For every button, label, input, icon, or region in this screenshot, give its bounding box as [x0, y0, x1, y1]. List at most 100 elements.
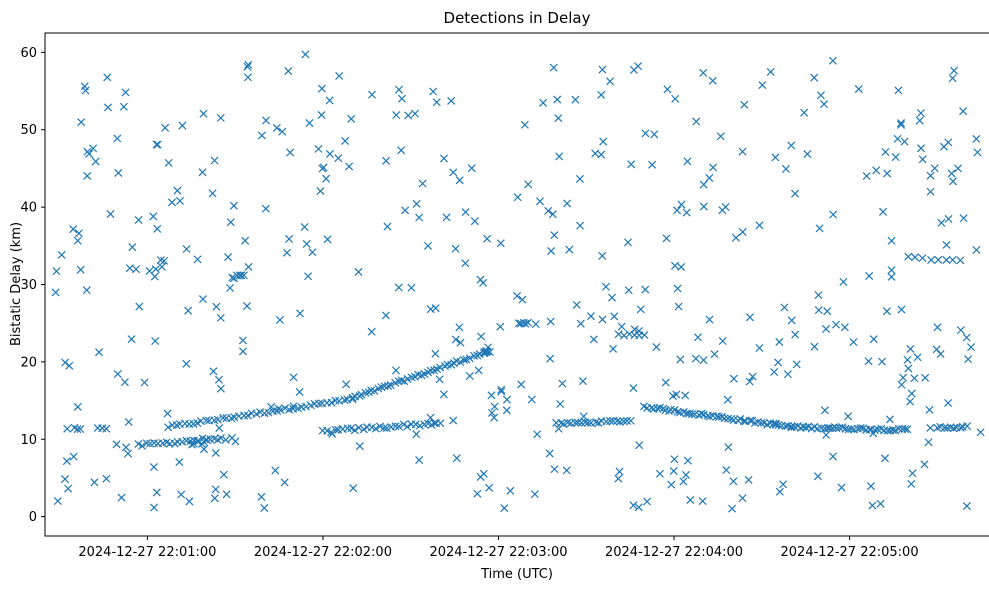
- data-point: [113, 134, 122, 143]
- data-point: [910, 253, 920, 262]
- data-point: [769, 419, 778, 428]
- data-point: [467, 164, 476, 173]
- data-point: [681, 391, 690, 400]
- data-point: [976, 428, 985, 437]
- data-point: [73, 236, 82, 245]
- data-point: [828, 452, 838, 461]
- data-point: [348, 393, 357, 402]
- data-point: [904, 252, 913, 261]
- data-point: [102, 474, 111, 483]
- data-point: [198, 168, 207, 177]
- data-points: [51, 50, 985, 513]
- data-point: [930, 164, 939, 173]
- data-point: [578, 377, 587, 386]
- data-point: [214, 375, 223, 384]
- data-point: [149, 462, 158, 472]
- data-point: [305, 119, 314, 128]
- y-tick-label: 10: [20, 433, 37, 448]
- data-point: [531, 320, 540, 329]
- data-point: [240, 411, 249, 420]
- data-point: [738, 227, 747, 236]
- data-point: [490, 413, 499, 422]
- data-point: [866, 482, 876, 491]
- data-point: [361, 388, 370, 397]
- data-point: [915, 116, 924, 125]
- data-point: [821, 324, 831, 333]
- data-point: [442, 213, 451, 222]
- data-point: [934, 255, 943, 264]
- data-point: [662, 234, 671, 243]
- data-point: [76, 265, 85, 274]
- data-point: [640, 331, 649, 340]
- data-point: [523, 318, 532, 327]
- data-point: [832, 320, 841, 329]
- data-point: [705, 315, 714, 324]
- data-point: [412, 430, 421, 439]
- data-point: [648, 160, 657, 169]
- data-point: [237, 271, 246, 280]
- data-point: [215, 424, 224, 433]
- data-point: [426, 413, 435, 422]
- data-point: [745, 416, 755, 425]
- data-point: [52, 267, 61, 276]
- data-point: [161, 123, 170, 132]
- x-tick-label: 2024-12-27 22:03:00: [429, 545, 567, 560]
- data-point: [61, 358, 70, 367]
- data-point: [964, 355, 973, 364]
- data-point: [432, 98, 441, 107]
- data-point: [571, 418, 580, 427]
- data-point: [731, 233, 740, 242]
- data-point: [791, 330, 800, 339]
- data-point: [597, 90, 606, 99]
- data-point: [792, 360, 801, 369]
- data-point: [134, 215, 143, 224]
- data-point: [199, 445, 208, 454]
- data-point: [449, 168, 458, 177]
- data-point: [550, 465, 559, 474]
- data-point: [672, 390, 681, 399]
- data-point: [327, 398, 336, 407]
- data-point: [226, 283, 235, 292]
- data-point: [160, 256, 169, 265]
- data-point: [177, 490, 186, 499]
- data-point: [527, 395, 536, 404]
- data-point: [198, 295, 208, 304]
- data-point: [391, 366, 400, 375]
- data-point: [124, 417, 133, 426]
- data-point: [284, 67, 293, 76]
- data-point: [903, 425, 912, 434]
- chart-title: Detections in Delay: [444, 9, 591, 27]
- data-point: [959, 214, 968, 223]
- data-point: [880, 426, 889, 435]
- data-point: [301, 402, 310, 411]
- y-axis-label: Bistatic Delay (km): [9, 222, 24, 346]
- data-point: [723, 395, 732, 404]
- data-point: [896, 119, 906, 128]
- data-point: [328, 429, 337, 438]
- data-point: [401, 206, 410, 215]
- data-point: [260, 504, 269, 513]
- data-point: [530, 490, 539, 499]
- data-point: [924, 438, 933, 447]
- data-point: [415, 213, 424, 222]
- data-point: [533, 430, 542, 439]
- data-point: [670, 455, 679, 464]
- data-point: [896, 120, 906, 129]
- data-point: [677, 200, 686, 209]
- data-point: [211, 485, 220, 494]
- data-point: [274, 404, 283, 413]
- data-point: [583, 418, 592, 427]
- data-point: [882, 307, 891, 316]
- data-point: [828, 56, 837, 65]
- data-point: [193, 437, 202, 446]
- data-point: [667, 480, 676, 489]
- data-point: [316, 187, 325, 196]
- data-point: [698, 497, 707, 506]
- data-point: [216, 434, 225, 443]
- data-point: [887, 266, 896, 275]
- data-point: [476, 275, 485, 284]
- data-point: [903, 355, 912, 364]
- data-point: [854, 85, 863, 94]
- data-point: [216, 313, 225, 322]
- data-point: [216, 384, 225, 393]
